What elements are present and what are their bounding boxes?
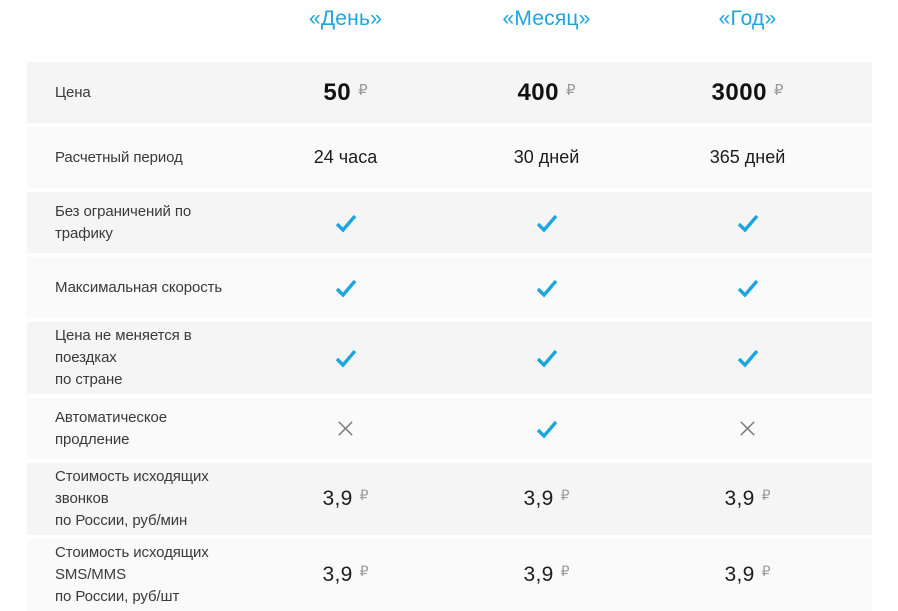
cross-icon (738, 419, 757, 438)
feature-mark-year (647, 257, 848, 318)
feature-mark-year (647, 398, 848, 459)
check-icon (736, 348, 760, 368)
price-value: 400 (517, 78, 559, 106)
price-value: 3,9 (523, 563, 554, 586)
feature-mark-month (446, 322, 647, 394)
ruble-sign: ₽ (560, 488, 570, 504)
table-row-sms-cost: Стоимость исходящих SMS/MMS по России, р… (27, 539, 872, 611)
row-label-auto-renewal: Автоматическое продление (55, 408, 167, 448)
tariff-comparison-table: «День» «Месяц» «Год» Цена 50 ₽ 400 ₽ 300… (27, 0, 872, 611)
price-value: 3,9 (523, 487, 554, 510)
ruble-sign: ₽ (566, 80, 576, 99)
call-cost-year: 3,9 ₽ (647, 463, 848, 535)
feature-mark-day (245, 322, 446, 394)
check-icon (736, 213, 760, 233)
sms-cost-day: 3,9 ₽ (245, 539, 446, 611)
table-row-call-cost: Стоимость исходящих звонков по России, р… (27, 463, 872, 535)
table-row-auto-renewal: Автоматическое продление (27, 398, 872, 459)
price-value: 3,9 (322, 563, 353, 586)
feature-mark-day (245, 192, 446, 253)
period-value-month: 30 дней (513, 147, 580, 167)
row-label-sms-cost: Стоимость исходящих SMS/MMS по России, р… (55, 544, 209, 605)
feature-mark-month (446, 257, 647, 318)
feature-mark-day (245, 257, 446, 318)
ruble-sign: ₽ (761, 488, 771, 504)
call-cost-month: 3,9 ₽ (446, 463, 647, 535)
row-label-period: Расчетный период (55, 148, 183, 166)
feature-mark-month (446, 192, 647, 253)
check-icon (535, 213, 559, 233)
table-row-price: Цена 50 ₽ 400 ₽ 3000 ₽ (27, 62, 872, 123)
row-label-price: Цена (55, 83, 91, 101)
price-value: 50 (323, 78, 352, 106)
ruble-sign: ₽ (773, 80, 784, 99)
price-cell-month: 400 ₽ (446, 62, 647, 123)
check-icon (535, 419, 559, 439)
feature-mark-month (446, 398, 647, 459)
price-value: 3,9 (724, 563, 755, 586)
ruble-sign: ₽ (359, 564, 369, 580)
feature-mark-day (245, 398, 446, 459)
feature-mark-year (647, 192, 848, 253)
row-label-price-travel: Цена не меняется в поездках по стране (55, 327, 192, 388)
ruble-sign: ₽ (761, 564, 771, 580)
period-value-day: 24 часа (313, 147, 378, 167)
sms-cost-month: 3,9 ₽ (446, 539, 647, 611)
check-icon (535, 348, 559, 368)
ruble-sign: ₽ (358, 80, 368, 99)
table-row-max-speed: Максимальная скорость (27, 257, 872, 318)
price-value: 3,9 (724, 487, 755, 510)
row-label-unlimited-traffic: Без ограничений по трафику (55, 202, 192, 242)
row-label-call-cost: Стоимость исходящих звонков по России, р… (55, 468, 209, 529)
table-header-row: «День» «Месяц» «Год» (27, 0, 872, 58)
price-cell-day: 50 ₽ (245, 62, 446, 123)
ruble-sign: ₽ (359, 488, 369, 504)
table-row-price-travel: Цена не меняется в поездках по стране (27, 322, 872, 394)
price-value: 3,9 (322, 487, 353, 510)
sms-cost-year: 3,9 ₽ (647, 539, 848, 611)
check-icon (535, 278, 559, 298)
price-value: 3000 (711, 78, 767, 106)
call-cost-day: 3,9 ₽ (245, 463, 446, 535)
check-icon (736, 278, 760, 298)
ruble-sign: ₽ (560, 564, 570, 580)
cross-icon (336, 419, 355, 438)
check-icon (334, 278, 358, 298)
column-header-year: «Год» (718, 7, 777, 30)
row-label-max-speed: Максимальная скорость (55, 278, 223, 296)
period-value-year: 365 дней (709, 147, 786, 167)
table-row-period: Расчетный период 24 часа 30 дней 365 дне… (27, 127, 872, 188)
table-row-unlimited-traffic: Без ограничений по трафику (27, 192, 872, 253)
feature-mark-year (647, 322, 848, 394)
check-icon (334, 348, 358, 368)
column-header-month: «Месяц» (502, 7, 591, 30)
column-header-day: «День» (309, 7, 382, 30)
check-icon (334, 213, 358, 233)
price-cell-year: 3000 ₽ (647, 62, 848, 123)
